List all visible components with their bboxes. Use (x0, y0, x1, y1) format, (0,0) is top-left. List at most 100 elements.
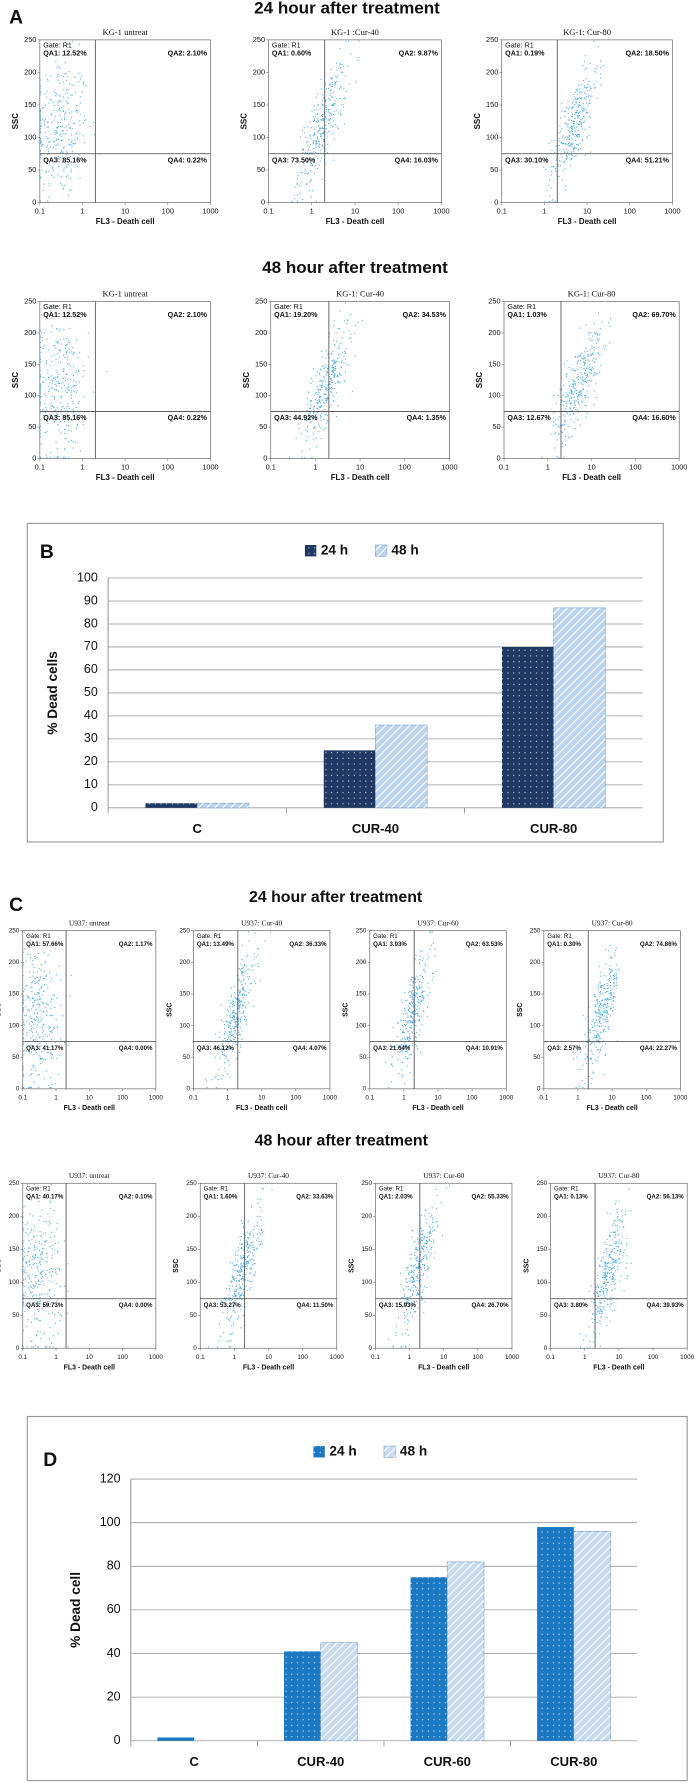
event-dot (325, 87, 328, 90)
heading: 48 hour after treatment (262, 258, 448, 277)
event-dot (47, 1293, 49, 1295)
event-dot (310, 180, 312, 182)
y-tick-label: 150 (486, 100, 498, 109)
event-dot (339, 310, 341, 312)
event-dot (40, 1045, 42, 1047)
event-dot (561, 110, 563, 112)
event-dot (412, 976, 414, 978)
event-dot (415, 978, 417, 980)
event-dot (416, 987, 418, 989)
event-dot (60, 157, 62, 159)
event-dot (79, 414, 81, 416)
event-dot (50, 375, 52, 377)
event-dot (596, 1059, 598, 1062)
event-dot (612, 974, 614, 976)
event-dot (336, 376, 338, 378)
event-dot (236, 1263, 238, 1266)
y-tick-label: 0 (16, 1345, 20, 1352)
event-dot (216, 1346, 219, 1348)
event-dot (223, 1020, 225, 1023)
event-dot (253, 1249, 256, 1251)
event-dot (611, 1289, 613, 1291)
event-dot (400, 1283, 402, 1286)
event-dot (247, 968, 249, 970)
event-dot (414, 1036, 417, 1038)
event-dot (402, 1051, 404, 1053)
event-dot (70, 397, 72, 399)
event-dot (600, 364, 602, 367)
event-dot (609, 1320, 611, 1322)
event-dot (414, 1007, 416, 1009)
bar-texture (501, 646, 554, 808)
event-dot (230, 1325, 233, 1327)
event-dot (566, 393, 568, 395)
event-dot (230, 1032, 232, 1034)
event-dot (321, 412, 323, 415)
event-dot (28, 1029, 30, 1031)
event-dot (55, 1282, 57, 1284)
event-dot (325, 118, 328, 120)
event-dot (50, 114, 52, 116)
event-dot (319, 133, 322, 135)
event-dot (332, 103, 334, 105)
event-dot (424, 962, 427, 964)
event-dot (223, 1331, 225, 1334)
event-dot (424, 1286, 426, 1288)
plot-frame (501, 39, 673, 203)
event-dot (314, 427, 316, 429)
event-dot (39, 1300, 42, 1302)
event-dot (606, 1278, 608, 1281)
quadrant-label: QA2: 74.86% (640, 941, 678, 948)
event-dot (50, 1014, 52, 1016)
event-dot (574, 130, 577, 132)
event-dot (255, 956, 257, 958)
event-dot (43, 332, 46, 334)
y-tick-label: 0 (186, 1086, 190, 1093)
event-dot (415, 1020, 417, 1022)
quadrant-label: QA2: 69.70% (632, 311, 676, 319)
event-dot (596, 1311, 598, 1313)
event-dot (222, 1311, 224, 1314)
event-dot (228, 1296, 230, 1298)
event-dot (338, 347, 340, 349)
event-dot (241, 983, 243, 986)
event-dot (594, 1059, 596, 1061)
event-dot (41, 1293, 43, 1295)
event-dot (570, 369, 573, 371)
event-dot (43, 952, 45, 954)
event-dot (403, 1032, 406, 1034)
event-dot (53, 354, 56, 356)
event-dot (310, 382, 312, 385)
event-dot (329, 94, 331, 96)
event-dot (245, 1265, 247, 1268)
event-dot (568, 106, 570, 108)
event-dot (416, 1256, 418, 1258)
event-dot (415, 1275, 417, 1277)
event-dot (426, 1006, 429, 1009)
x-axis-label: FL3 - Death cell (558, 217, 617, 226)
event-dot (228, 1024, 230, 1026)
event-dot (544, 200, 546, 202)
quadrant-label: QA4: 4.07% (293, 1045, 327, 1052)
event-dot (244, 994, 246, 996)
event-dot (574, 356, 576, 359)
event-dot (235, 1041, 237, 1044)
x-tick-label: 100 (162, 207, 174, 216)
event-dot (422, 1275, 424, 1277)
event-dot (588, 80, 591, 83)
event-dot (332, 126, 334, 128)
x-tick-label: 0.1 (365, 1095, 374, 1102)
event-dot (232, 1332, 234, 1334)
event-dot (74, 138, 76, 140)
event-dot (418, 1294, 420, 1296)
event-dot (584, 369, 586, 371)
event-dot (434, 1252, 436, 1254)
event-dot (67, 101, 69, 103)
event-dot (578, 394, 580, 397)
y-tick-label: 50 (533, 1054, 541, 1061)
event-dot (391, 1065, 394, 1067)
event-dot (612, 979, 614, 981)
event-dot (415, 1289, 417, 1291)
event-dot (432, 1239, 435, 1241)
event-dot (36, 1003, 38, 1006)
